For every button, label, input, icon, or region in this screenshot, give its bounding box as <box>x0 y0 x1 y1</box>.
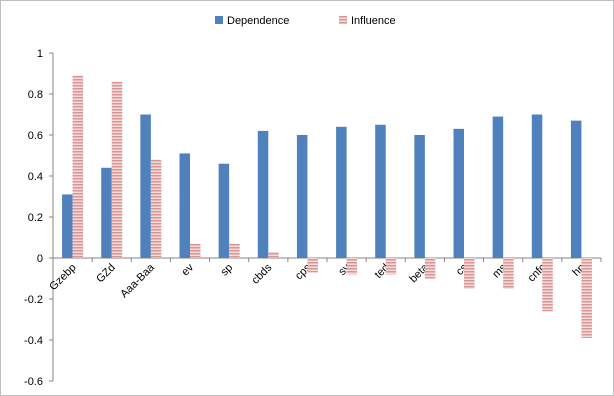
bar-influence <box>424 258 436 279</box>
bar-dependence <box>257 130 269 258</box>
y-tick-label: -0.4 <box>24 335 43 347</box>
y-tick-label: -0.6 <box>24 376 43 388</box>
y-tick-label: 1 <box>37 48 43 60</box>
y-tick-label: 0 <box>37 253 43 265</box>
bar-influence <box>111 81 123 258</box>
legend-swatch-dependence <box>215 16 223 24</box>
y-tick-label: 0.8 <box>28 89 43 101</box>
bar-dependence <box>570 120 582 259</box>
y-tick-label: 0.4 <box>28 171 43 183</box>
bar-dependence <box>531 114 543 258</box>
bar-influence <box>346 258 358 275</box>
y-tick-label: -0.2 <box>24 294 43 306</box>
bar-influence <box>385 258 397 275</box>
bar-influence <box>72 75 84 258</box>
x-tick-label: GZd <box>94 262 118 286</box>
y-tick-label: 0.6 <box>28 130 43 142</box>
bar-influence <box>581 258 592 338</box>
legend-swatch-influence <box>339 16 347 24</box>
x-tick-label: cbds <box>249 261 274 286</box>
bar-dependence <box>414 135 425 258</box>
bar-dependence <box>296 135 308 258</box>
x-tick-label: ev <box>179 261 196 278</box>
bar-dependence <box>140 114 151 258</box>
bar-dependence <box>336 126 347 258</box>
x-tick-label: Aaa-Baa <box>118 261 157 300</box>
bar-influence <box>307 258 318 273</box>
bar-influence <box>464 258 475 289</box>
legend-label-influence: Influence <box>351 15 396 27</box>
bar-dependence <box>179 153 190 258</box>
bar-dependence <box>218 163 230 258</box>
x-tick-label: sp <box>219 262 236 279</box>
legend: Dependence Influence <box>215 15 396 27</box>
bar-influence <box>503 258 514 289</box>
bar-dependence <box>101 167 112 258</box>
bar-influence <box>150 159 162 258</box>
bar-dependence <box>492 116 504 258</box>
bar-dependence <box>62 194 73 258</box>
bar-influence <box>268 251 279 258</box>
bar-influence <box>190 243 201 258</box>
bar-influence <box>229 243 240 258</box>
legend-label-dependence: Dependence <box>227 15 289 27</box>
bar-influence <box>542 258 553 312</box>
y-tick-label: 0.2 <box>28 212 43 224</box>
bar-dependence <box>453 128 464 258</box>
bar-dependence <box>375 124 386 258</box>
bars-group <box>62 75 592 338</box>
x-tick-label: Gzebp <box>47 262 78 293</box>
